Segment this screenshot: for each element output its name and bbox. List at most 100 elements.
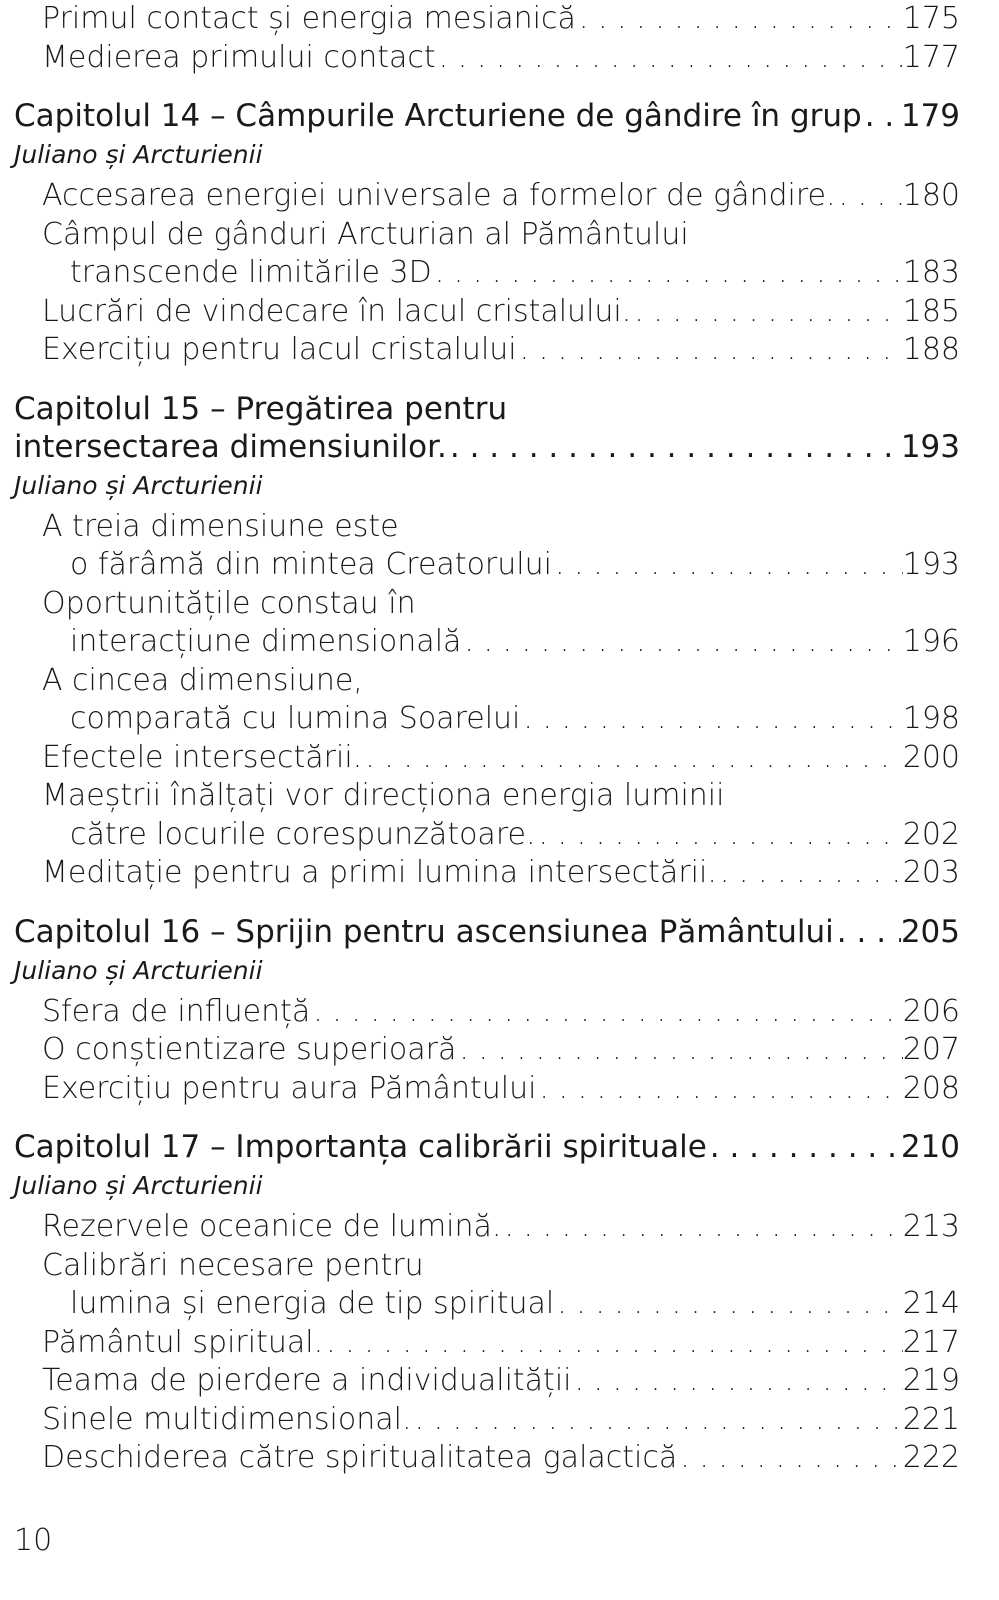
toc-entry-page: 217 xyxy=(902,1324,960,1360)
toc-entry-title: Pământul spiritual. xyxy=(42,1324,324,1360)
chapter-author: Juliano și Arcturienii xyxy=(14,1171,263,1200)
toc-entry-title: Lucrări de vindecare în lacul cristalulu… xyxy=(42,293,632,329)
toc-entry-page: 193 xyxy=(902,547,960,582)
toc-entry-page: 208 xyxy=(902,1070,960,1106)
toc-entry-title: Deschiderea către spiritualitatea galact… xyxy=(42,1440,678,1475)
chapter-title-page: 210 xyxy=(900,1129,960,1165)
dot-leader xyxy=(862,97,901,135)
chapter-block: Capitolul 16 – Sprijin pentru ascensiune… xyxy=(14,913,960,1109)
toc-entry: Deschiderea către spiritualitatea galact… xyxy=(14,1439,960,1478)
toc-entry: O conștientizare superioară 207 xyxy=(14,1031,960,1070)
toc-entry-page: 207 xyxy=(902,1032,960,1067)
toc-entry-title: o fărâmă din mintea Creatorului xyxy=(70,547,552,582)
toc-entry-title: Sfera de influență xyxy=(42,993,311,1029)
chapter-title: Capitolul 17 – Importanța calibrării spi… xyxy=(14,1128,960,1166)
toc-entry: Medierea primului contact 177 xyxy=(14,39,960,78)
toc-entry-title: transcende limitările 3D xyxy=(70,255,432,290)
chapter-title-line: Capitolul 15 – Pregătirea pentru xyxy=(14,390,508,427)
dot-leader xyxy=(412,1401,903,1440)
toc-entry: Meditație pentru a primi lumina intersec… xyxy=(14,854,960,893)
dot-leader xyxy=(536,1070,902,1109)
toc-entry-page: 214 xyxy=(902,1286,960,1321)
toc-entry-title: Accesarea energiei universale a formelor… xyxy=(42,178,836,213)
toc-entry-title-line: Oportunitățile constau în xyxy=(42,585,416,621)
toc-entry-page: 213 xyxy=(902,1209,960,1244)
toc-entry: Sinele multidimensional. 221 xyxy=(14,1401,960,1440)
toc-entry-page: 202 xyxy=(902,816,960,852)
chapter-title-title: Capitolul 17 – Importanța calibrării spi… xyxy=(14,1129,707,1165)
toc-entry-page: 203 xyxy=(902,855,960,890)
toc-entry: Exercițiu pentru lacul cristalului 188 xyxy=(14,331,960,370)
toc-entry-title-line: A treia dimensiune este xyxy=(42,508,399,544)
toc-entry-page: 219 xyxy=(902,1363,960,1398)
dot-leader xyxy=(717,854,903,893)
toc-entry-title: Teama de pierdere a individualității xyxy=(42,1363,572,1398)
toc-entry-title: Rezervele oceanice de lumină. xyxy=(42,1209,502,1244)
toc-entry: interacțiune dimensională 196 xyxy=(14,623,960,662)
chapter-title-page: 205 xyxy=(900,913,960,950)
dot-leader xyxy=(323,1324,903,1363)
toc-entry: comparată cu lumina Soarelui 198 xyxy=(14,700,960,739)
chapter-title: intersectarea dimensiunilor. 193 xyxy=(14,428,960,466)
toc-entry: Primul contact și energia mesianică 175 xyxy=(14,0,960,39)
toc-entry: Pământul spiritual. 217 xyxy=(14,1324,960,1363)
toc-entry-page: 196 xyxy=(902,624,960,659)
toc-entry-page: 206 xyxy=(902,993,960,1029)
toc-entry-title: Primul contact și energia mesianică xyxy=(42,1,576,36)
toc-entry-title: Medierea primului contact xyxy=(42,39,436,75)
toc-entry-title: O conștientizare superioară xyxy=(42,1032,457,1067)
chapter-title: Capitolul 14 – Câmpurile Arcturiene de g… xyxy=(14,97,960,135)
chapter-title: Capitolul 16 – Sprijin pentru ascensiune… xyxy=(14,913,960,951)
chapter-title-page: 179 xyxy=(900,98,960,134)
dot-leader xyxy=(432,254,903,293)
toc-entry-page: 222 xyxy=(902,1440,960,1475)
toc-entry-title: Sinele multidimensional. xyxy=(42,1401,412,1437)
page-number: 10 xyxy=(14,1523,53,1558)
dot-leader xyxy=(554,1285,903,1324)
toc-entry-page: 185 xyxy=(902,293,960,329)
dot-leader xyxy=(707,1128,901,1166)
dot-leader xyxy=(677,1439,902,1478)
chapter-author: Juliano și Arcturienii xyxy=(14,140,263,169)
dot-leader xyxy=(501,1208,902,1247)
dot-leader xyxy=(631,293,902,332)
chapter-author: Juliano și Arcturienii xyxy=(14,470,263,500)
toc-entry-title: Exercițiu pentru aura Pământului xyxy=(42,1070,537,1106)
toc-entry: o fărâmă din mintea Creatorului 193 xyxy=(14,546,960,585)
toc-entry-title-line: Maeștrii înălțați vor direcționa energia… xyxy=(42,778,725,813)
dot-leader xyxy=(456,1031,902,1070)
dot-leader xyxy=(436,39,903,78)
toc-entry: Exercițiu pentru aura Pământului 208 xyxy=(14,1070,960,1109)
dot-leader xyxy=(834,913,901,951)
toc-entry: Rezervele oceanice de lumină. 213 xyxy=(14,1208,960,1247)
chapter-block: Capitolul 14 – Câmpurile Arcturiene de g… xyxy=(14,97,960,370)
toc-entry-page: 188 xyxy=(902,332,960,367)
toc-entry-page: 198 xyxy=(902,701,960,736)
toc-entry-title-line: A cincea dimensiune, xyxy=(42,662,363,698)
dot-leader xyxy=(362,739,903,778)
toc-entry: Teama de pierdere a individualității 219 xyxy=(14,1362,960,1401)
dot-leader xyxy=(576,0,903,39)
chapter-title-title: Capitolul 16 – Sprijin pentru ascensiune… xyxy=(14,913,834,950)
dot-leader xyxy=(461,623,902,662)
table-of-contents: Primul contact și energia mesianică175Me… xyxy=(14,0,960,1478)
toc-entry-page: 177 xyxy=(902,39,960,75)
chapter-block: Capitolul 15 – Pregătirea pentru intersec… xyxy=(14,390,960,893)
toc-entry-page: 200 xyxy=(902,739,960,775)
toc-entry-title: interacțiune dimensională xyxy=(70,624,462,659)
toc-entry-title: Efectele intersectării. xyxy=(42,739,363,775)
toc-entry: lumina și energia de tip spiritual 214 xyxy=(14,1285,960,1324)
toc-entry-title: lumina și energia de tip spiritual xyxy=(70,1286,555,1321)
dot-leader xyxy=(552,546,903,585)
toc-entry: Sfera de influență 206 xyxy=(14,993,960,1032)
toc-entry-title-line: Calibrări necesare pentru xyxy=(42,1247,424,1283)
toc-entry-page: 183 xyxy=(902,255,960,290)
toc-entry-title: comparată cu lumina Soarelui xyxy=(70,701,521,736)
dot-leader xyxy=(517,331,903,370)
toc-entry: transcende limitările 3D 183 xyxy=(14,254,960,293)
dot-leader xyxy=(571,1362,902,1401)
toc-entry-page: 180 xyxy=(902,178,960,213)
toc-entry-title-line: Câmpul de gânduri Arcturian al Pământulu… xyxy=(42,216,689,252)
chapter-author: Juliano și Arcturienii xyxy=(14,955,263,985)
chapter-title-page: 193 xyxy=(900,428,960,465)
